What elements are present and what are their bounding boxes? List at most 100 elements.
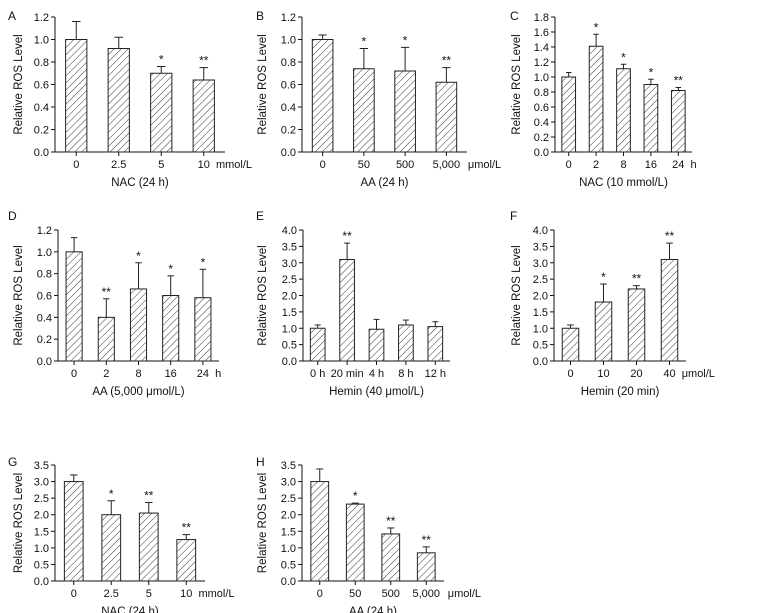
- panel-c: C 0.0 0.2 0.4 0.6 0.8 1.0 1.2 1.4 1.6 1.8 Relative …: [510, 9, 697, 189]
- y-tick-label: 0.6: [534, 102, 549, 114]
- bar: [627, 288, 646, 362]
- x-tick-label: 0: [71, 368, 77, 380]
- y-tick-label: 3.5: [533, 241, 548, 253]
- y-tick-label: 0.2: [34, 125, 49, 137]
- y-axis-label: Relative ROS Level: [257, 473, 269, 573]
- x-tick-label: 10: [597, 368, 609, 380]
- x-tick-label: 8 h: [398, 368, 413, 380]
- significance-mark: **: [442, 54, 452, 68]
- y-tick-label: 0.2: [534, 132, 549, 144]
- significance-mark: *: [649, 65, 654, 79]
- bar: [435, 81, 458, 153]
- significance-mark: *: [159, 53, 164, 67]
- significance-mark: **: [665, 229, 675, 243]
- x-tick-label: 24: [197, 368, 209, 380]
- significance-mark: *: [201, 255, 206, 269]
- y-tick-label: 1.0: [281, 35, 296, 47]
- x-tick-label: 16: [165, 368, 177, 380]
- bar: [616, 68, 631, 153]
- bar: [394, 70, 416, 153]
- y-tick-label: 0.0: [534, 147, 549, 159]
- significance-mark: **: [386, 514, 396, 528]
- significance-mark: *: [136, 249, 141, 263]
- x-tick-label: 50: [358, 159, 370, 171]
- y-tick-label: 0.8: [281, 57, 296, 69]
- y-tick-label: 0.5: [533, 340, 548, 352]
- y-tick-label: 4.0: [282, 225, 297, 237]
- bar: [310, 481, 330, 582]
- x-unit-label: mmol/L: [216, 159, 252, 171]
- bar: [63, 481, 84, 582]
- bar: [65, 39, 88, 153]
- bar: [427, 326, 444, 362]
- bar: [194, 297, 212, 362]
- y-tick-label: 2.5: [34, 493, 49, 505]
- y-tick-label: 3.5: [282, 241, 297, 253]
- x-tick-label: 0: [320, 159, 326, 171]
- x-tick-label: 0: [567, 368, 573, 380]
- panel-b: B 0.0 0.2 0.4 0.6 0.8 1.0 1.2 Relative ROS Level…: [256, 9, 501, 189]
- y-axis-label: Relative ROS Level: [13, 473, 25, 573]
- bar: [138, 512, 159, 582]
- x-tick-label: 0: [566, 159, 572, 171]
- y-tick-label: 0.0: [37, 356, 52, 368]
- x-tick-label: 500: [396, 159, 414, 171]
- x-tick-label: 2: [103, 368, 109, 380]
- significance-mark: *: [353, 489, 358, 503]
- x-tick-label: 8: [135, 368, 141, 380]
- y-tick-label: 0.8: [37, 269, 52, 281]
- y-tick-label: 0.8: [34, 57, 49, 69]
- y-tick-label: 0.2: [37, 334, 52, 346]
- y-tick-label: 0.4: [37, 312, 52, 324]
- x-tick-label: 2.5: [111, 159, 126, 171]
- bar: [381, 533, 401, 582]
- y-tick-label: 0.0: [34, 147, 49, 159]
- x-tick-label: 5,000: [433, 159, 461, 171]
- panel-g: G 0.0 0.5 1.0 1.5 2.0 2.5 3.0 3.5 Relative ROS Le…: [8, 455, 235, 613]
- y-tick-label: 1.4: [534, 42, 549, 54]
- x-axis-label: NAC (10 mmol/L): [579, 177, 668, 189]
- x-tick-label: 8: [620, 159, 626, 171]
- x-tick-label: 2.5: [104, 588, 119, 600]
- panel-h: H 0.0 0.5 1.0 1.5 2.0 2.5 3.0 3.5 Relative ROS Le…: [256, 455, 481, 613]
- bar: [561, 327, 580, 362]
- significance-mark: **: [199, 54, 209, 68]
- x-tick-label: 20 min: [331, 368, 364, 380]
- x-unit-label: h: [215, 368, 221, 380]
- y-axis-label: Relative ROS Level: [13, 245, 25, 345]
- significance-mark: **: [632, 272, 642, 286]
- panel-label: G: [8, 455, 17, 469]
- y-tick-label: 2.5: [281, 493, 296, 505]
- panel-d: D 0.0 0.2 0.4 0.6 0.8 1.0 1.2 Relative ROS Level…: [8, 209, 221, 398]
- y-tick-label: 3.0: [34, 477, 49, 489]
- significance-mark: *: [594, 20, 599, 34]
- y-tick-label: 1.0: [34, 543, 49, 555]
- panel-f: F 0.0 0.5 1.0 1.5 2.0 2.5 3.0 3.5 4.0 Relative ROS…: [510, 209, 715, 398]
- y-tick-label: 1.0: [533, 323, 548, 335]
- y-tick-label: 3.0: [533, 258, 548, 270]
- x-tick-label: 5,000: [412, 588, 440, 600]
- x-tick-label: 20: [630, 368, 642, 380]
- bar: [594, 301, 613, 362]
- panel-label: F: [510, 209, 517, 223]
- bar: [129, 288, 148, 362]
- panel-label: C: [510, 9, 519, 23]
- significance-mark: **: [342, 229, 352, 243]
- y-tick-label: 0.4: [281, 102, 296, 114]
- x-axis-label: AA (5,000 μmol/L): [92, 386, 184, 398]
- bar: [192, 79, 215, 153]
- x-axis-label: NAC (24 h): [101, 606, 159, 613]
- bar: [368, 328, 385, 362]
- bar: [561, 76, 577, 153]
- y-tick-label: 1.2: [534, 57, 549, 69]
- significance-mark: *: [168, 262, 173, 276]
- x-tick-label: 16: [645, 159, 657, 171]
- x-tick-label: 5: [146, 588, 152, 600]
- y-tick-label: 3.5: [34, 460, 49, 472]
- y-tick-label: 1.0: [281, 543, 296, 555]
- bar: [588, 45, 604, 153]
- y-tick-label: 2.5: [282, 274, 297, 286]
- y-tick-label: 0.0: [281, 576, 296, 588]
- x-axis-label: AA (24 h): [361, 177, 409, 189]
